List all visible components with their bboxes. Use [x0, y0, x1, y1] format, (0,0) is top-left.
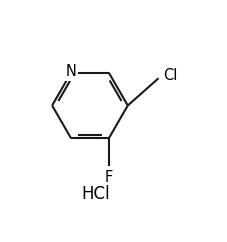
Text: HCl: HCl [81, 185, 110, 203]
Text: Cl: Cl [163, 68, 177, 83]
Text: F: F [105, 170, 113, 185]
Text: N: N [66, 64, 76, 79]
